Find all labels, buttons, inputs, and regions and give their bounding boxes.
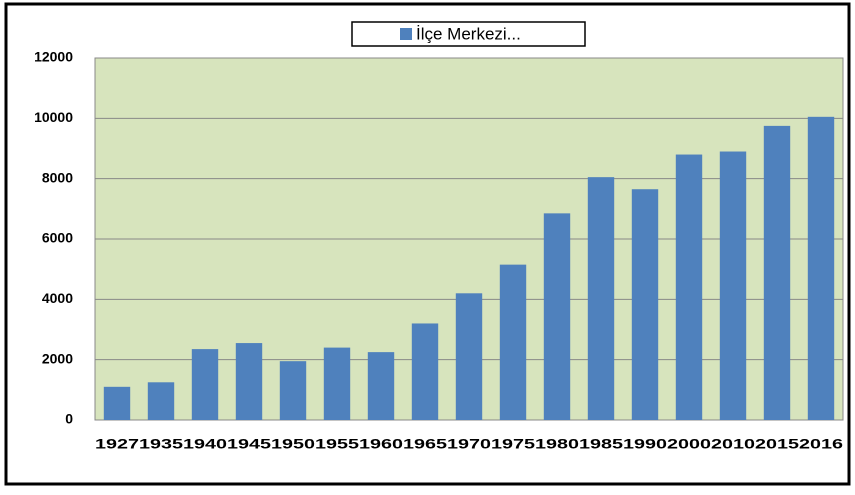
bar	[279, 361, 307, 420]
x-tick-label: 1955	[315, 436, 359, 452]
bar	[235, 343, 263, 420]
x-tick-label: 2016	[799, 436, 843, 452]
y-tick-label: 2000	[42, 350, 73, 366]
x-tick-label: 1927	[95, 436, 139, 452]
bar	[191, 349, 219, 420]
legend-swatch	[400, 28, 412, 40]
x-tick-label: 1975	[491, 436, 535, 452]
y-tick-label: 8000	[42, 169, 73, 185]
x-tick-label: 1950	[271, 436, 315, 452]
bar	[411, 323, 439, 420]
bar	[675, 154, 703, 421]
bar	[807, 116, 835, 420]
y-tick-label: 10000	[34, 109, 73, 125]
bar	[367, 352, 395, 420]
x-tick-label: 1945	[227, 436, 271, 452]
x-tick-label: 1970	[447, 436, 491, 452]
bar	[103, 386, 131, 420]
x-tick-label: 1990	[623, 436, 667, 452]
x-tick-label: 1935	[139, 436, 183, 452]
x-tick-label: 1965	[403, 436, 447, 452]
bar	[719, 151, 747, 420]
bar	[631, 189, 659, 420]
x-tick-label: 1980	[535, 436, 579, 452]
x-tick-label: 2000	[667, 436, 711, 452]
x-tick-label: 2010	[711, 436, 755, 452]
y-tick-label: 0	[65, 411, 73, 427]
x-tick-label: 1960	[359, 436, 403, 452]
bar	[543, 213, 571, 420]
bar	[763, 125, 791, 420]
bar	[455, 293, 483, 420]
x-tick-label: 2015	[755, 436, 799, 452]
legend-box	[351, 21, 586, 47]
bar	[587, 177, 615, 420]
bar	[323, 347, 351, 420]
y-tick-label: 12000	[34, 49, 73, 65]
y-tick-label: 4000	[42, 290, 73, 306]
bar	[499, 264, 527, 420]
y-tick-label: 6000	[42, 230, 73, 246]
x-tick-label: 1985	[579, 436, 623, 452]
bar	[147, 382, 175, 420]
x-tick-label: 1940	[183, 436, 227, 452]
legend-label: İlçe Merkezi...	[416, 24, 521, 43]
